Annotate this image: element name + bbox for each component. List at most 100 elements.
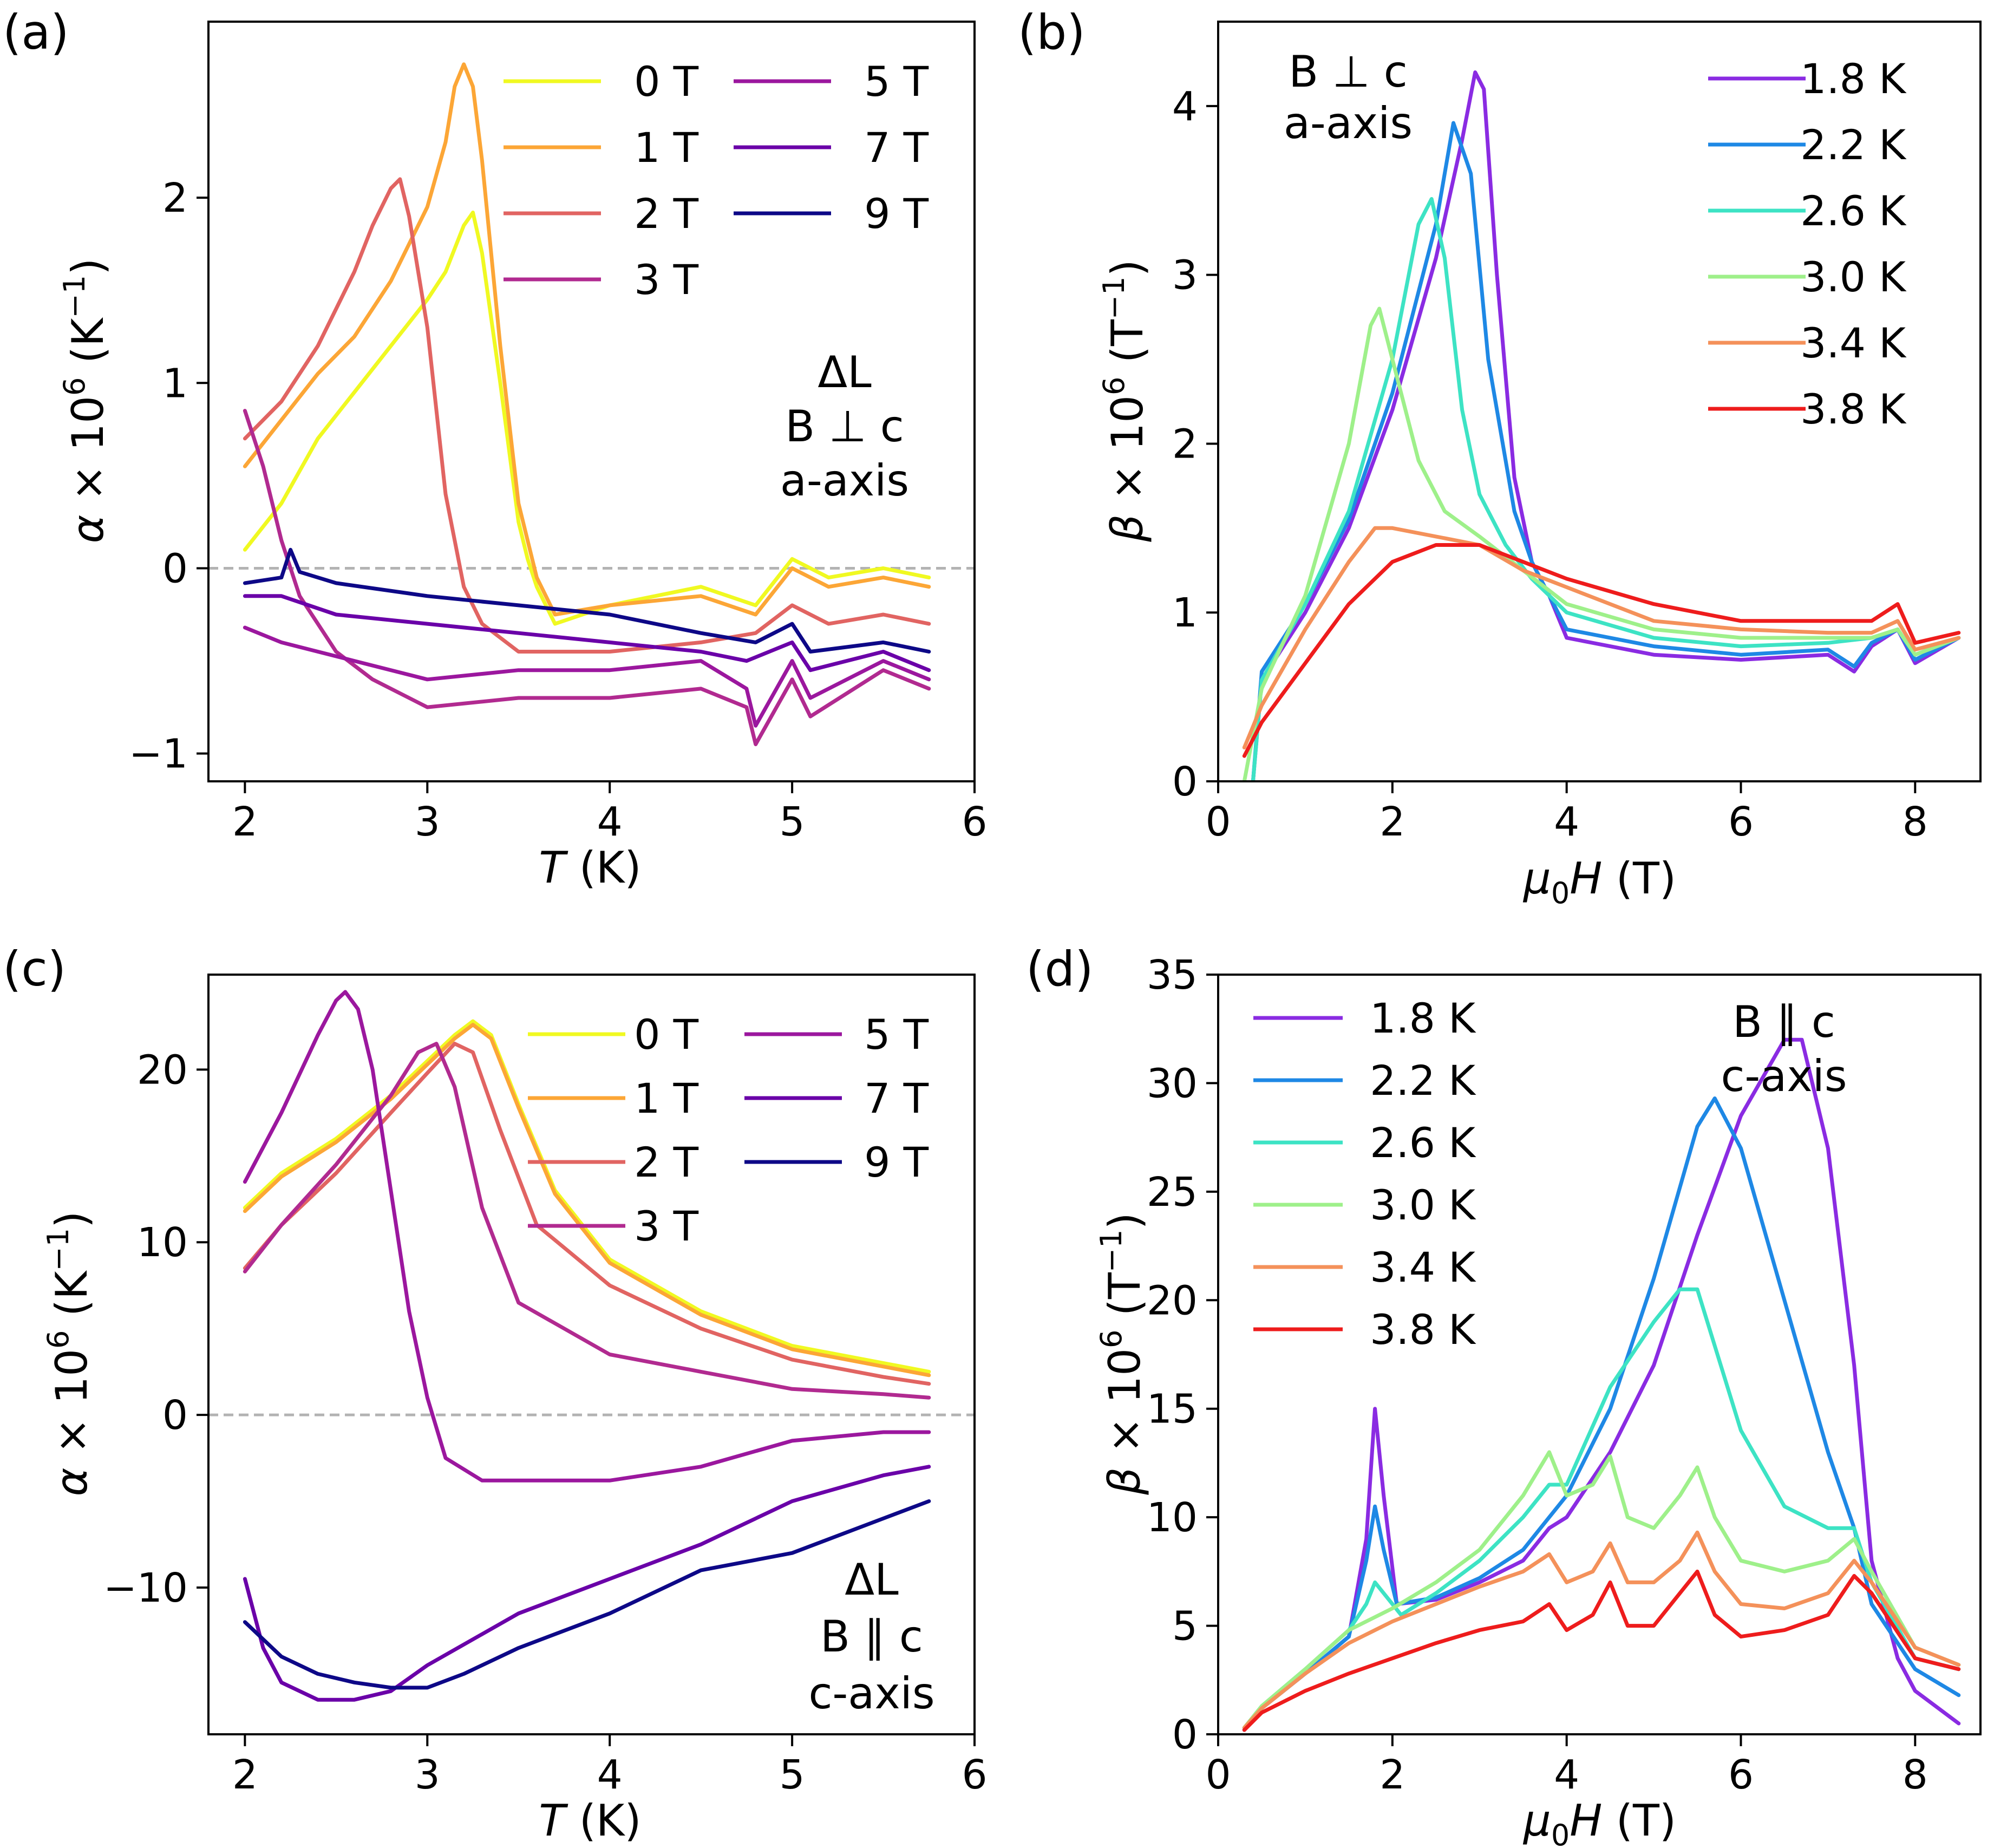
- legend-label: 0 T: [634, 57, 699, 106]
- series-line-18K: [1251, 70, 1961, 781]
- series-line-2T: [243, 1042, 931, 1386]
- y-tick-label: 2: [1172, 421, 1198, 467]
- x-axis-label: T (K): [539, 1795, 641, 1846]
- label-part: 6: [1094, 1330, 1128, 1348]
- label-part: (T: [1100, 1272, 1150, 1330]
- panel-label: (b): [1018, 4, 1086, 60]
- label-part: × 10: [63, 396, 113, 515]
- series-line-0T: [243, 211, 931, 626]
- legend-label: 3.4 K: [1800, 319, 1907, 367]
- y-tick-label: −1: [129, 731, 188, 778]
- y-tick-label: 0: [1172, 1712, 1198, 1758]
- legend-label: 0 T: [634, 1010, 699, 1059]
- series-line-2T: [243, 177, 931, 654]
- y-tick-label: 0: [162, 1392, 188, 1439]
- series-line-3T: [243, 409, 931, 747]
- panel-label: (d): [1026, 941, 1094, 997]
- series-line-3T: [243, 1042, 931, 1400]
- series-line-26K: [1242, 1287, 1961, 1730]
- label-part: (T: [1102, 319, 1153, 377]
- annotation-text: c-axis: [808, 1668, 934, 1719]
- label-part: × 10: [1100, 1348, 1150, 1467]
- y-axis-label: β × 106 (T−1): [1094, 1212, 1150, 1495]
- legend-label: 5 T: [864, 57, 929, 106]
- x-tick-label: 2: [1380, 1752, 1405, 1798]
- series-line-7T: [243, 1465, 931, 1702]
- series-line-9T: [243, 1499, 931, 1690]
- legend-label: 7 T: [864, 123, 929, 172]
- x-tick-label: 6: [1728, 1752, 1754, 1798]
- annotation-text: ΔL: [845, 1555, 899, 1605]
- legend-label: 3.8 K: [1370, 1305, 1476, 1354]
- x-tick-label: 5: [780, 1752, 805, 1798]
- series-line-34K: [1242, 1530, 1961, 1730]
- legend-label: 5 T: [864, 1010, 929, 1059]
- y-tick-label: 10: [137, 1219, 188, 1266]
- legend-label: 9 T: [864, 190, 929, 238]
- label-part: −1: [1094, 1229, 1128, 1272]
- x-tick-label: 6: [1728, 799, 1754, 845]
- y-tick-label: 25: [1147, 1169, 1198, 1216]
- x-tick-label: 3: [415, 799, 440, 845]
- label-part: 6: [41, 1330, 75, 1349]
- series-group: [243, 990, 931, 1702]
- label-part: (K: [47, 1270, 97, 1330]
- legend-label: 3.4 K: [1370, 1243, 1476, 1291]
- x-tick-label: 6: [962, 799, 987, 845]
- y-tick-label: 5: [1172, 1603, 1198, 1650]
- label-part: × 10: [1102, 395, 1153, 514]
- series-group: [1242, 70, 1961, 781]
- label-part: T: [539, 843, 568, 893]
- x-axis-label: μ0H (T): [1522, 1795, 1676, 1848]
- x-tick-label: 2: [232, 799, 258, 845]
- label-part: × 10: [47, 1349, 97, 1468]
- y-tick-label: 0: [162, 545, 188, 592]
- label-part: T: [539, 1795, 568, 1846]
- label-part: ): [1102, 259, 1153, 276]
- series-line-1T: [243, 1023, 931, 1377]
- x-tick-label: 4: [1554, 799, 1579, 845]
- legend-label: 7 T: [864, 1074, 929, 1122]
- legend-label: 2.6 K: [1800, 187, 1907, 235]
- axes-frame: [1217, 974, 1982, 1735]
- legend-label: 2.2 K: [1370, 1056, 1476, 1105]
- label-part: α: [47, 1468, 97, 1497]
- series-line-18K: [1242, 1037, 1961, 1732]
- legend-label: 1 T: [634, 1074, 699, 1122]
- annotation-text: a-axis: [1284, 98, 1413, 148]
- y-tick-label: 20: [1147, 1277, 1198, 1324]
- series-line-22K: [1242, 1096, 1961, 1732]
- annotation-text: B ⊥ c: [785, 401, 904, 452]
- y-tick-label: 3: [1172, 252, 1198, 299]
- annotation-text: B ⊥ c: [1289, 47, 1407, 97]
- label-part: ): [47, 1211, 97, 1228]
- series-line-22K: [1251, 121, 1961, 781]
- label-part: β: [1102, 514, 1153, 543]
- series-line-34K: [1242, 526, 1961, 750]
- legend-label: 2 T: [634, 1138, 699, 1186]
- y-tick-label: 30: [1147, 1060, 1198, 1107]
- y-axis-label: α × 106 (K−1): [41, 1211, 97, 1497]
- label-part: H: [1570, 853, 1602, 904]
- series-line-38K: [1242, 1569, 1961, 1732]
- series-line-1T: [243, 62, 931, 617]
- label-part: −1: [57, 275, 91, 318]
- y-tick-label: 2: [162, 175, 188, 221]
- x-tick-label: 8: [1903, 1752, 1928, 1798]
- label-part: (K): [565, 843, 641, 893]
- y-tick-label: −10: [103, 1565, 188, 1611]
- legend-label: 3.0 K: [1370, 1181, 1476, 1229]
- label-part: −1: [41, 1228, 75, 1271]
- x-tick-label: 0: [1205, 1752, 1231, 1798]
- annotation-text: B ∥ c: [1733, 997, 1835, 1047]
- legend-label: 2.2 K: [1800, 121, 1907, 169]
- legend-label: 3.0 K: [1800, 253, 1907, 301]
- y-tick-label: 20: [137, 1047, 188, 1093]
- x-tick-label: 4: [597, 799, 623, 845]
- x-tick-label: 3: [415, 1752, 440, 1798]
